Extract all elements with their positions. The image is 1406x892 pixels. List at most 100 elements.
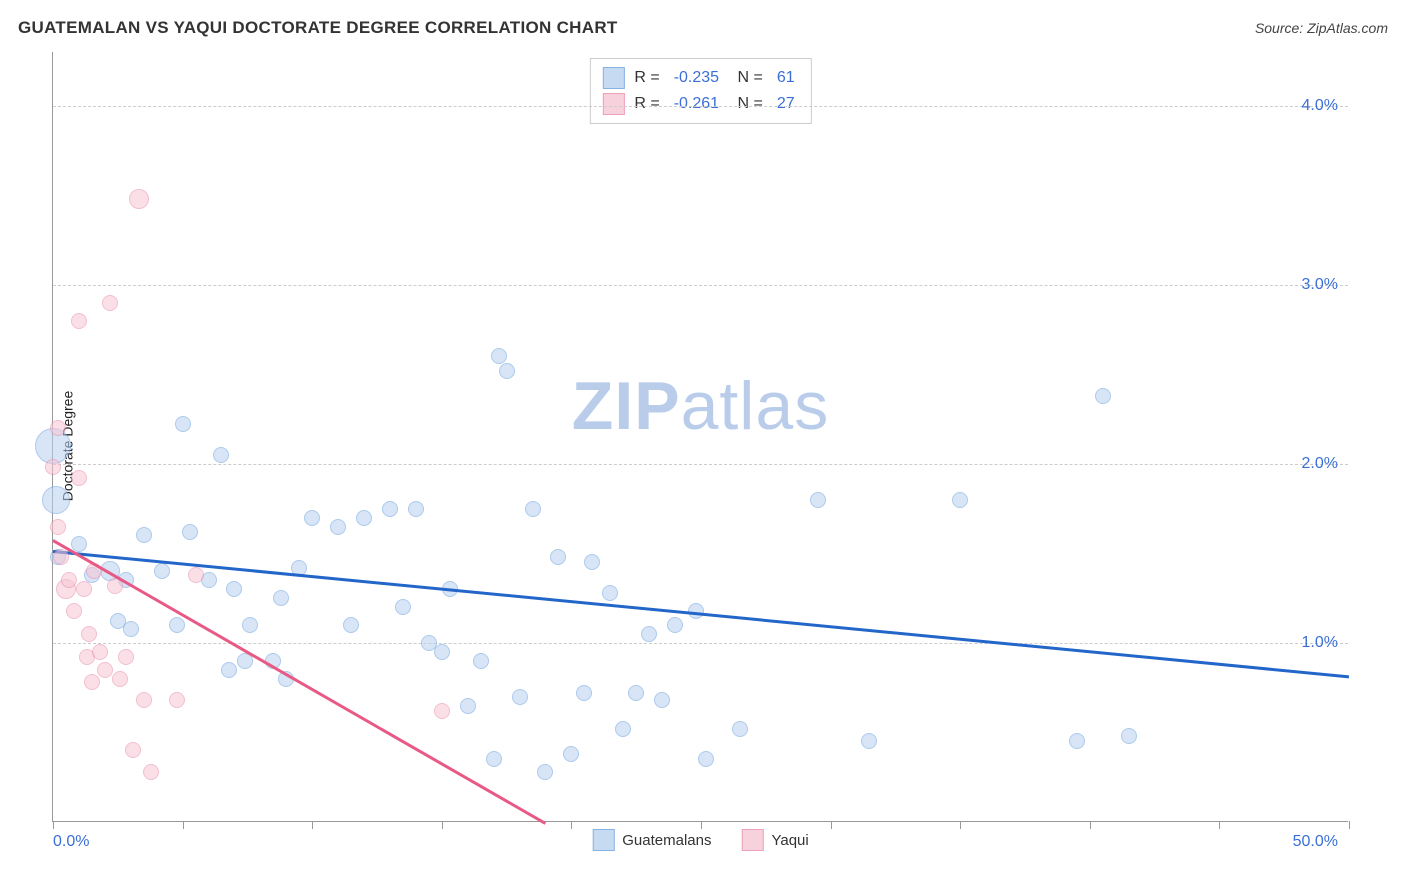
data-point: [654, 692, 670, 708]
data-point: [698, 751, 714, 767]
data-point: [434, 644, 450, 660]
data-point: [304, 510, 320, 526]
data-point: [125, 742, 141, 758]
data-point: [169, 692, 185, 708]
data-point: [1069, 733, 1085, 749]
data-point: [382, 501, 398, 517]
legend-series: Guatemalans Yaqui: [592, 829, 808, 851]
data-point: [628, 685, 644, 701]
data-point: [136, 527, 152, 543]
data-point: [76, 581, 92, 597]
data-point: [615, 721, 631, 737]
x-tick: [1349, 821, 1350, 829]
data-point: [537, 764, 553, 780]
gridline: [53, 285, 1348, 286]
data-point: [42, 486, 70, 514]
data-point: [175, 416, 191, 432]
data-point: [45, 459, 61, 475]
data-point: [50, 519, 66, 535]
data-point: [584, 554, 600, 570]
data-point: [143, 764, 159, 780]
data-point: [50, 420, 66, 436]
x-tick: [701, 821, 702, 829]
data-point: [92, 644, 108, 660]
data-point: [861, 733, 877, 749]
data-point: [71, 313, 87, 329]
gridline: [53, 643, 1348, 644]
data-point: [641, 626, 657, 642]
data-point: [343, 617, 359, 633]
chart-plot-area: ZIPatlas R =-0.235 N =61R =-0.261 N =27 …: [52, 52, 1348, 822]
y-tick-label: 1.0%: [1302, 634, 1338, 652]
data-point: [61, 572, 77, 588]
data-point: [486, 751, 502, 767]
data-point: [71, 470, 87, 486]
data-point: [512, 689, 528, 705]
x-tick: [442, 821, 443, 829]
x-tick: [53, 821, 54, 829]
data-point: [460, 698, 476, 714]
data-point: [667, 617, 683, 633]
legend-swatch: [602, 93, 624, 115]
data-point: [53, 549, 69, 565]
watermark: ZIPatlas: [572, 367, 829, 445]
x-tick: [183, 821, 184, 829]
y-tick-label: 2.0%: [1302, 455, 1338, 473]
data-point: [1095, 388, 1111, 404]
data-point: [84, 674, 100, 690]
data-point: [188, 567, 204, 583]
x-tick: [831, 821, 832, 829]
data-point: [129, 189, 149, 209]
data-point: [136, 692, 152, 708]
data-point: [97, 662, 113, 678]
legend-correlation-box: R =-0.235 N =61R =-0.261 N =27: [589, 58, 811, 124]
data-point: [356, 510, 372, 526]
legend-item: Guatemalans: [592, 829, 711, 851]
x-tick: [1090, 821, 1091, 829]
data-point: [169, 617, 185, 633]
data-point: [182, 524, 198, 540]
y-tick-label: 4.0%: [1302, 97, 1338, 115]
legend-swatch: [602, 67, 624, 89]
gridline: [53, 464, 1348, 465]
data-point: [434, 703, 450, 719]
data-point: [602, 585, 618, 601]
data-point: [732, 721, 748, 737]
data-point: [221, 662, 237, 678]
data-point: [952, 492, 968, 508]
data-point: [408, 501, 424, 517]
data-point: [563, 746, 579, 762]
chart-title: GUATEMALAN VS YAQUI DOCTORATE DEGREE COR…: [18, 18, 618, 38]
data-point: [576, 685, 592, 701]
x-tick: [960, 821, 961, 829]
data-point: [242, 617, 258, 633]
data-point: [550, 549, 566, 565]
data-point: [123, 621, 139, 637]
data-point: [499, 363, 515, 379]
x-tick: [571, 821, 572, 829]
data-point: [81, 626, 97, 642]
y-tick-label: 3.0%: [1302, 276, 1338, 294]
x-tick: [312, 821, 313, 829]
data-point: [273, 590, 289, 606]
legend-row: R =-0.235 N =61: [602, 65, 798, 91]
data-point: [395, 599, 411, 615]
legend-swatch: [592, 829, 614, 851]
data-point: [213, 447, 229, 463]
x-axis-min-label: 0.0%: [53, 833, 89, 851]
x-tick: [1219, 821, 1220, 829]
data-point: [226, 581, 242, 597]
legend-item: Yaqui: [741, 829, 808, 851]
data-point: [473, 653, 489, 669]
data-point: [66, 603, 82, 619]
data-point: [118, 649, 134, 665]
data-point: [330, 519, 346, 535]
legend-label: Yaqui: [771, 832, 808, 849]
data-point: [154, 563, 170, 579]
gridline: [53, 106, 1348, 107]
data-point: [810, 492, 826, 508]
legend-row: R =-0.261 N =27: [602, 91, 798, 117]
source-label: Source: ZipAtlas.com: [1255, 20, 1388, 36]
data-point: [525, 501, 541, 517]
data-point: [1121, 728, 1137, 744]
